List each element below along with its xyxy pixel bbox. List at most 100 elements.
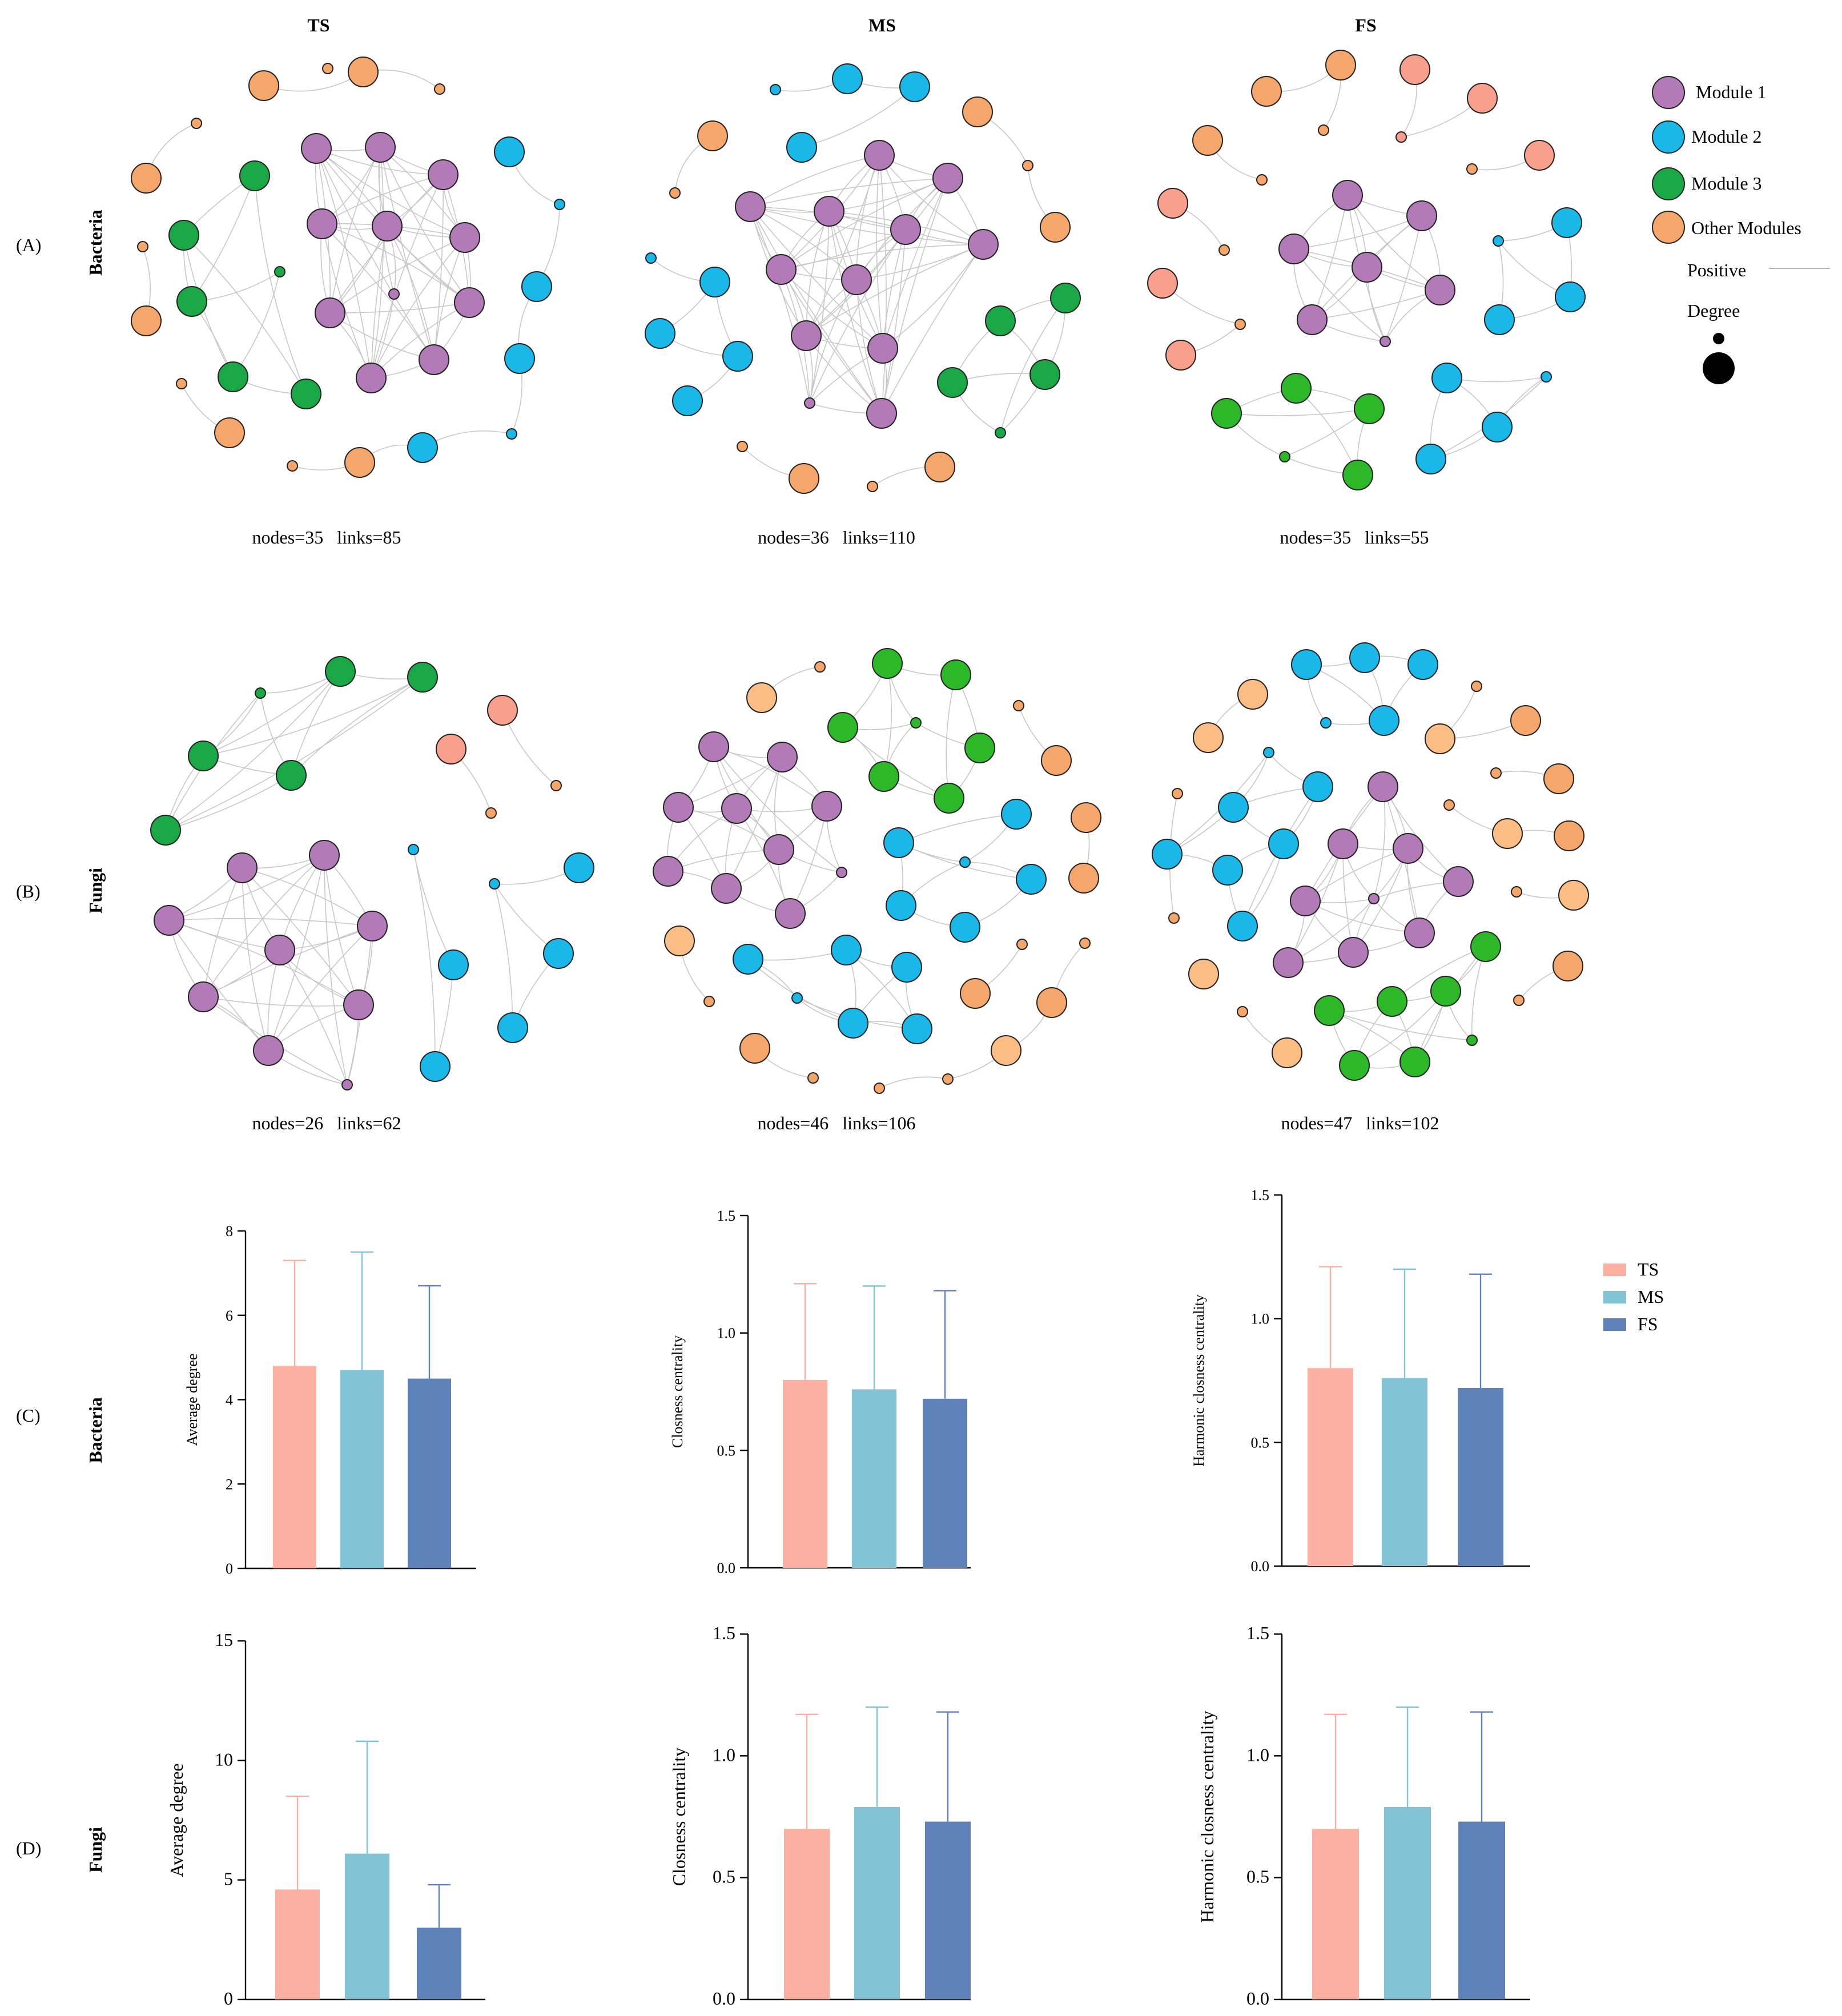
network-node [176,378,187,389]
edges [142,69,560,471]
network-node [698,731,729,762]
network-node [227,852,258,883]
bar-ts [1312,1829,1359,1999]
network-node [307,208,337,239]
network-node [1467,83,1498,114]
network-node [746,682,777,713]
network-node [1016,939,1028,950]
y-axis-label: Average degree [184,1354,200,1446]
network-edge [750,206,882,414]
network-edge [191,175,255,302]
network-edge [898,814,1017,843]
network-edge [324,855,348,1085]
network-stats-a-ts: nodes=35 links=85 [252,527,401,548]
network-node [767,742,798,772]
network-node [1188,959,1219,989]
network-node [841,264,872,295]
network-edge [321,174,444,224]
network-node [1212,855,1243,886]
network-node [807,1072,819,1084]
network-node [739,1033,770,1064]
network-node [1513,995,1525,1006]
y-tick-label: 0.5 [713,1866,735,1887]
network-edge [781,229,906,270]
column-header-ms: MS [868,15,896,35]
network-edge [165,677,423,831]
network-node [1273,947,1304,978]
network-node [1510,705,1541,736]
network-node [950,912,980,943]
nodes [645,63,1081,494]
network-edge [242,867,359,1005]
network-node [343,989,374,1020]
network-edge [750,178,948,207]
network-node [428,159,459,190]
network-edge [726,756,783,889]
network-edge [882,244,984,349]
network-node [325,656,356,687]
network-stats-a-fs: nodes=35 links=55 [1280,527,1429,548]
y-tick-label: 15 [215,1629,233,1650]
column-header-ts: TS [307,15,329,35]
network-node [1342,460,1373,490]
network-node [489,878,500,890]
network-node [506,428,517,440]
bar-ts [784,1829,830,1999]
legend-module-2-swatch [1652,120,1685,154]
network-edge [713,746,827,807]
legend-other-modules-label: Other Modules [1691,218,1801,238]
network-edge [1167,752,1269,855]
network-node [838,1008,868,1039]
network-edge [387,226,435,360]
y-tick-label: 1.5 [713,1623,735,1643]
network-node [722,341,753,372]
network-node [1325,50,1356,81]
network-node [831,935,862,965]
network-edge [809,229,906,404]
network-node [168,220,199,251]
network-node [1354,393,1385,424]
network-node [672,385,703,416]
network-node [1431,363,1462,393]
network-edge [279,949,348,1085]
network-node [886,890,916,921]
network-edge [806,244,984,336]
network-node [874,1083,885,1094]
y-tick-label: 1.5 [1246,1623,1269,1643]
network-node [1302,771,1333,802]
network-node [1041,745,1072,776]
network-edge [324,855,359,1005]
network-node [1443,799,1455,811]
network-node [1320,717,1332,729]
network-b-ts [150,656,594,1091]
network-node [968,229,999,260]
network-node [454,287,485,318]
network-node [287,460,298,472]
network-node [1029,359,1060,390]
network-node [940,659,971,690]
network-node [811,791,842,822]
legend-module-1-swatch [1652,76,1685,109]
y-tick-label: 1.0 [717,1325,736,1342]
network-node [1492,818,1523,849]
network-edge [329,302,470,313]
network-node [814,661,826,673]
network-node [1493,235,1504,247]
network-node [1524,140,1555,171]
network-legend: Module 1 Module 2 Module 3 Other Modules… [1652,76,1830,384]
network-node [348,57,379,87]
network-node [1278,234,1309,264]
network-node [1016,864,1047,895]
network-node [1022,160,1033,171]
network-node [357,911,388,941]
y-tick-label: 1.0 [1251,1311,1270,1327]
network-node [154,905,184,936]
network-node [699,267,730,297]
y-tick-label: 0.5 [1246,1866,1269,1887]
network-edge [1293,215,1422,250]
network-node [494,136,525,167]
network-node [733,944,763,975]
network-node [985,305,1016,336]
network-node [902,1013,932,1044]
